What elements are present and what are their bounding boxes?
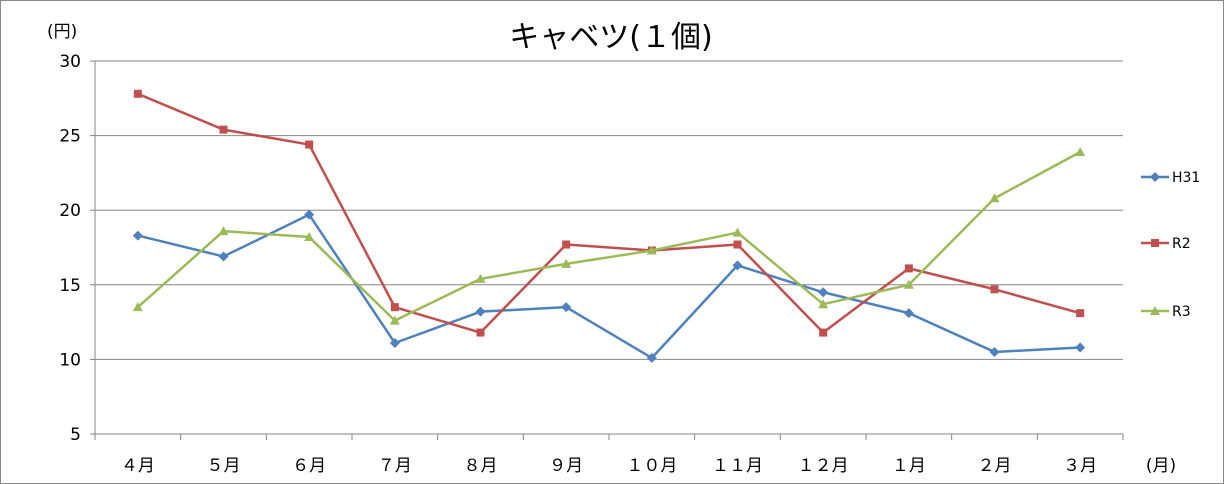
data-point-r3 [989, 193, 1000, 203]
x-tick-label: ４月 [121, 456, 155, 476]
data-point-r2 [390, 303, 399, 312]
series-line-h31 [137, 213, 1081, 360]
legend-marker-r2 [1151, 239, 1159, 247]
data-point-h31 [389, 337, 400, 348]
series-line-r2 [137, 92, 1081, 334]
data-point-h31 [475, 306, 486, 317]
y-tick-label: 20 [59, 201, 81, 221]
data-point-r2 [1076, 309, 1085, 318]
y-tick-label: 15 [59, 276, 81, 296]
x-tick-label: ８月 [464, 456, 498, 476]
data-point-r3 [561, 258, 572, 268]
x-tick-label: ７月 [378, 456, 412, 476]
data-point-r3 [1075, 147, 1086, 157]
data-point-r2 [219, 125, 228, 134]
data-point-r2 [476, 328, 485, 337]
data-point-h31 [304, 209, 315, 220]
data-point-r2 [562, 240, 571, 249]
x-tick-label: １２月 [798, 456, 849, 476]
data-point-r2 [305, 140, 314, 149]
data-point-h31 [1075, 342, 1086, 353]
y-tick-label: 25 [59, 127, 81, 147]
data-point-r2 [133, 89, 142, 98]
data-point-r3 [389, 315, 400, 325]
data-point-h31 [903, 308, 914, 319]
data-point-r3 [218, 226, 229, 236]
x-tick-label: １０月 [626, 456, 677, 476]
data-point-h31 [732, 260, 743, 271]
data-point-h31 [646, 352, 657, 363]
x-axis-label: (月) [1146, 456, 1176, 476]
x-tick-label: ２月 [978, 456, 1012, 476]
x-tick-label: ５月 [207, 456, 241, 476]
chart-title: キャベツ(１個) [509, 20, 712, 55]
y-tick-label: 5 [70, 425, 81, 445]
x-tick-label: ３月 [1063, 456, 1097, 476]
data-point-r3 [732, 227, 743, 237]
x-tick-label: ６月 [292, 456, 326, 476]
data-point-h31 [818, 287, 829, 298]
x-tick-label: １月 [892, 456, 926, 476]
legend-marker-h31 [1150, 172, 1160, 182]
data-point-h31 [561, 302, 572, 313]
data-point-r2 [904, 264, 913, 273]
series-line-r3 [137, 150, 1081, 322]
data-point-r3 [132, 302, 143, 312]
data-point-r2 [733, 240, 742, 249]
legend-label-r2: R2 [1172, 236, 1191, 252]
legend-label-r3: R3 [1172, 304, 1191, 320]
data-point-r2 [990, 285, 999, 294]
data-point-h31 [132, 230, 143, 241]
x-tick-label: １１月 [712, 456, 763, 476]
y-axis-label: (円) [47, 22, 77, 42]
data-point-r3 [475, 273, 486, 283]
data-point-h31 [218, 251, 229, 262]
legend-label-h31: H31 [1172, 170, 1200, 186]
x-tick-label: ９月 [549, 456, 583, 476]
data-point-r3 [818, 299, 829, 309]
y-tick-label: 10 [59, 350, 81, 370]
data-point-r3 [304, 232, 315, 242]
data-point-r3 [646, 245, 657, 255]
y-tick-label: 30 [59, 52, 81, 72]
data-point-h31 [989, 346, 1000, 357]
legend-marker-r3 [1150, 306, 1160, 315]
data-point-r3 [903, 279, 914, 289]
data-point-r2 [819, 328, 828, 337]
